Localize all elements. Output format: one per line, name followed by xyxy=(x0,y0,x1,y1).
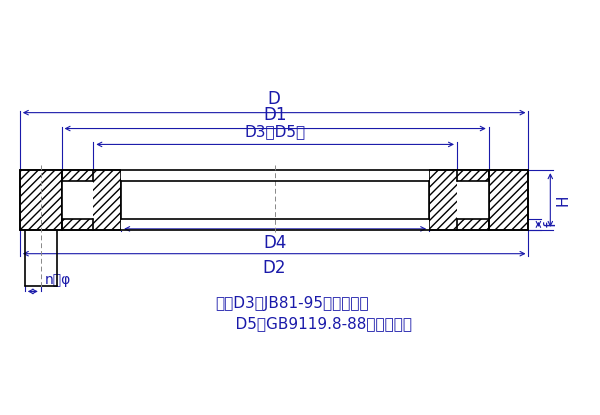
Text: D1: D1 xyxy=(263,105,287,124)
Bar xyxy=(62,170,121,230)
Text: D: D xyxy=(268,90,281,107)
Text: f: f xyxy=(544,222,559,227)
Bar xyxy=(121,219,429,231)
Bar xyxy=(489,170,529,230)
Bar xyxy=(429,170,489,230)
Bar xyxy=(20,170,62,230)
Text: D3（D5）: D3（D5） xyxy=(245,124,306,139)
Text: D4: D4 xyxy=(263,234,287,252)
Text: D2: D2 xyxy=(262,259,286,277)
Bar xyxy=(121,181,429,219)
Text: n－φ: n－φ xyxy=(45,273,71,288)
Bar xyxy=(62,181,94,219)
Text: 注：D3与JB81-95标准管配合: 注：D3与JB81-95标准管配合 xyxy=(215,296,369,311)
Text: D5与GB9119.8-88标准管配合: D5与GB9119.8-88标准管配合 xyxy=(215,316,412,331)
Text: H: H xyxy=(555,194,570,206)
Bar xyxy=(457,181,489,219)
Bar xyxy=(121,169,429,181)
